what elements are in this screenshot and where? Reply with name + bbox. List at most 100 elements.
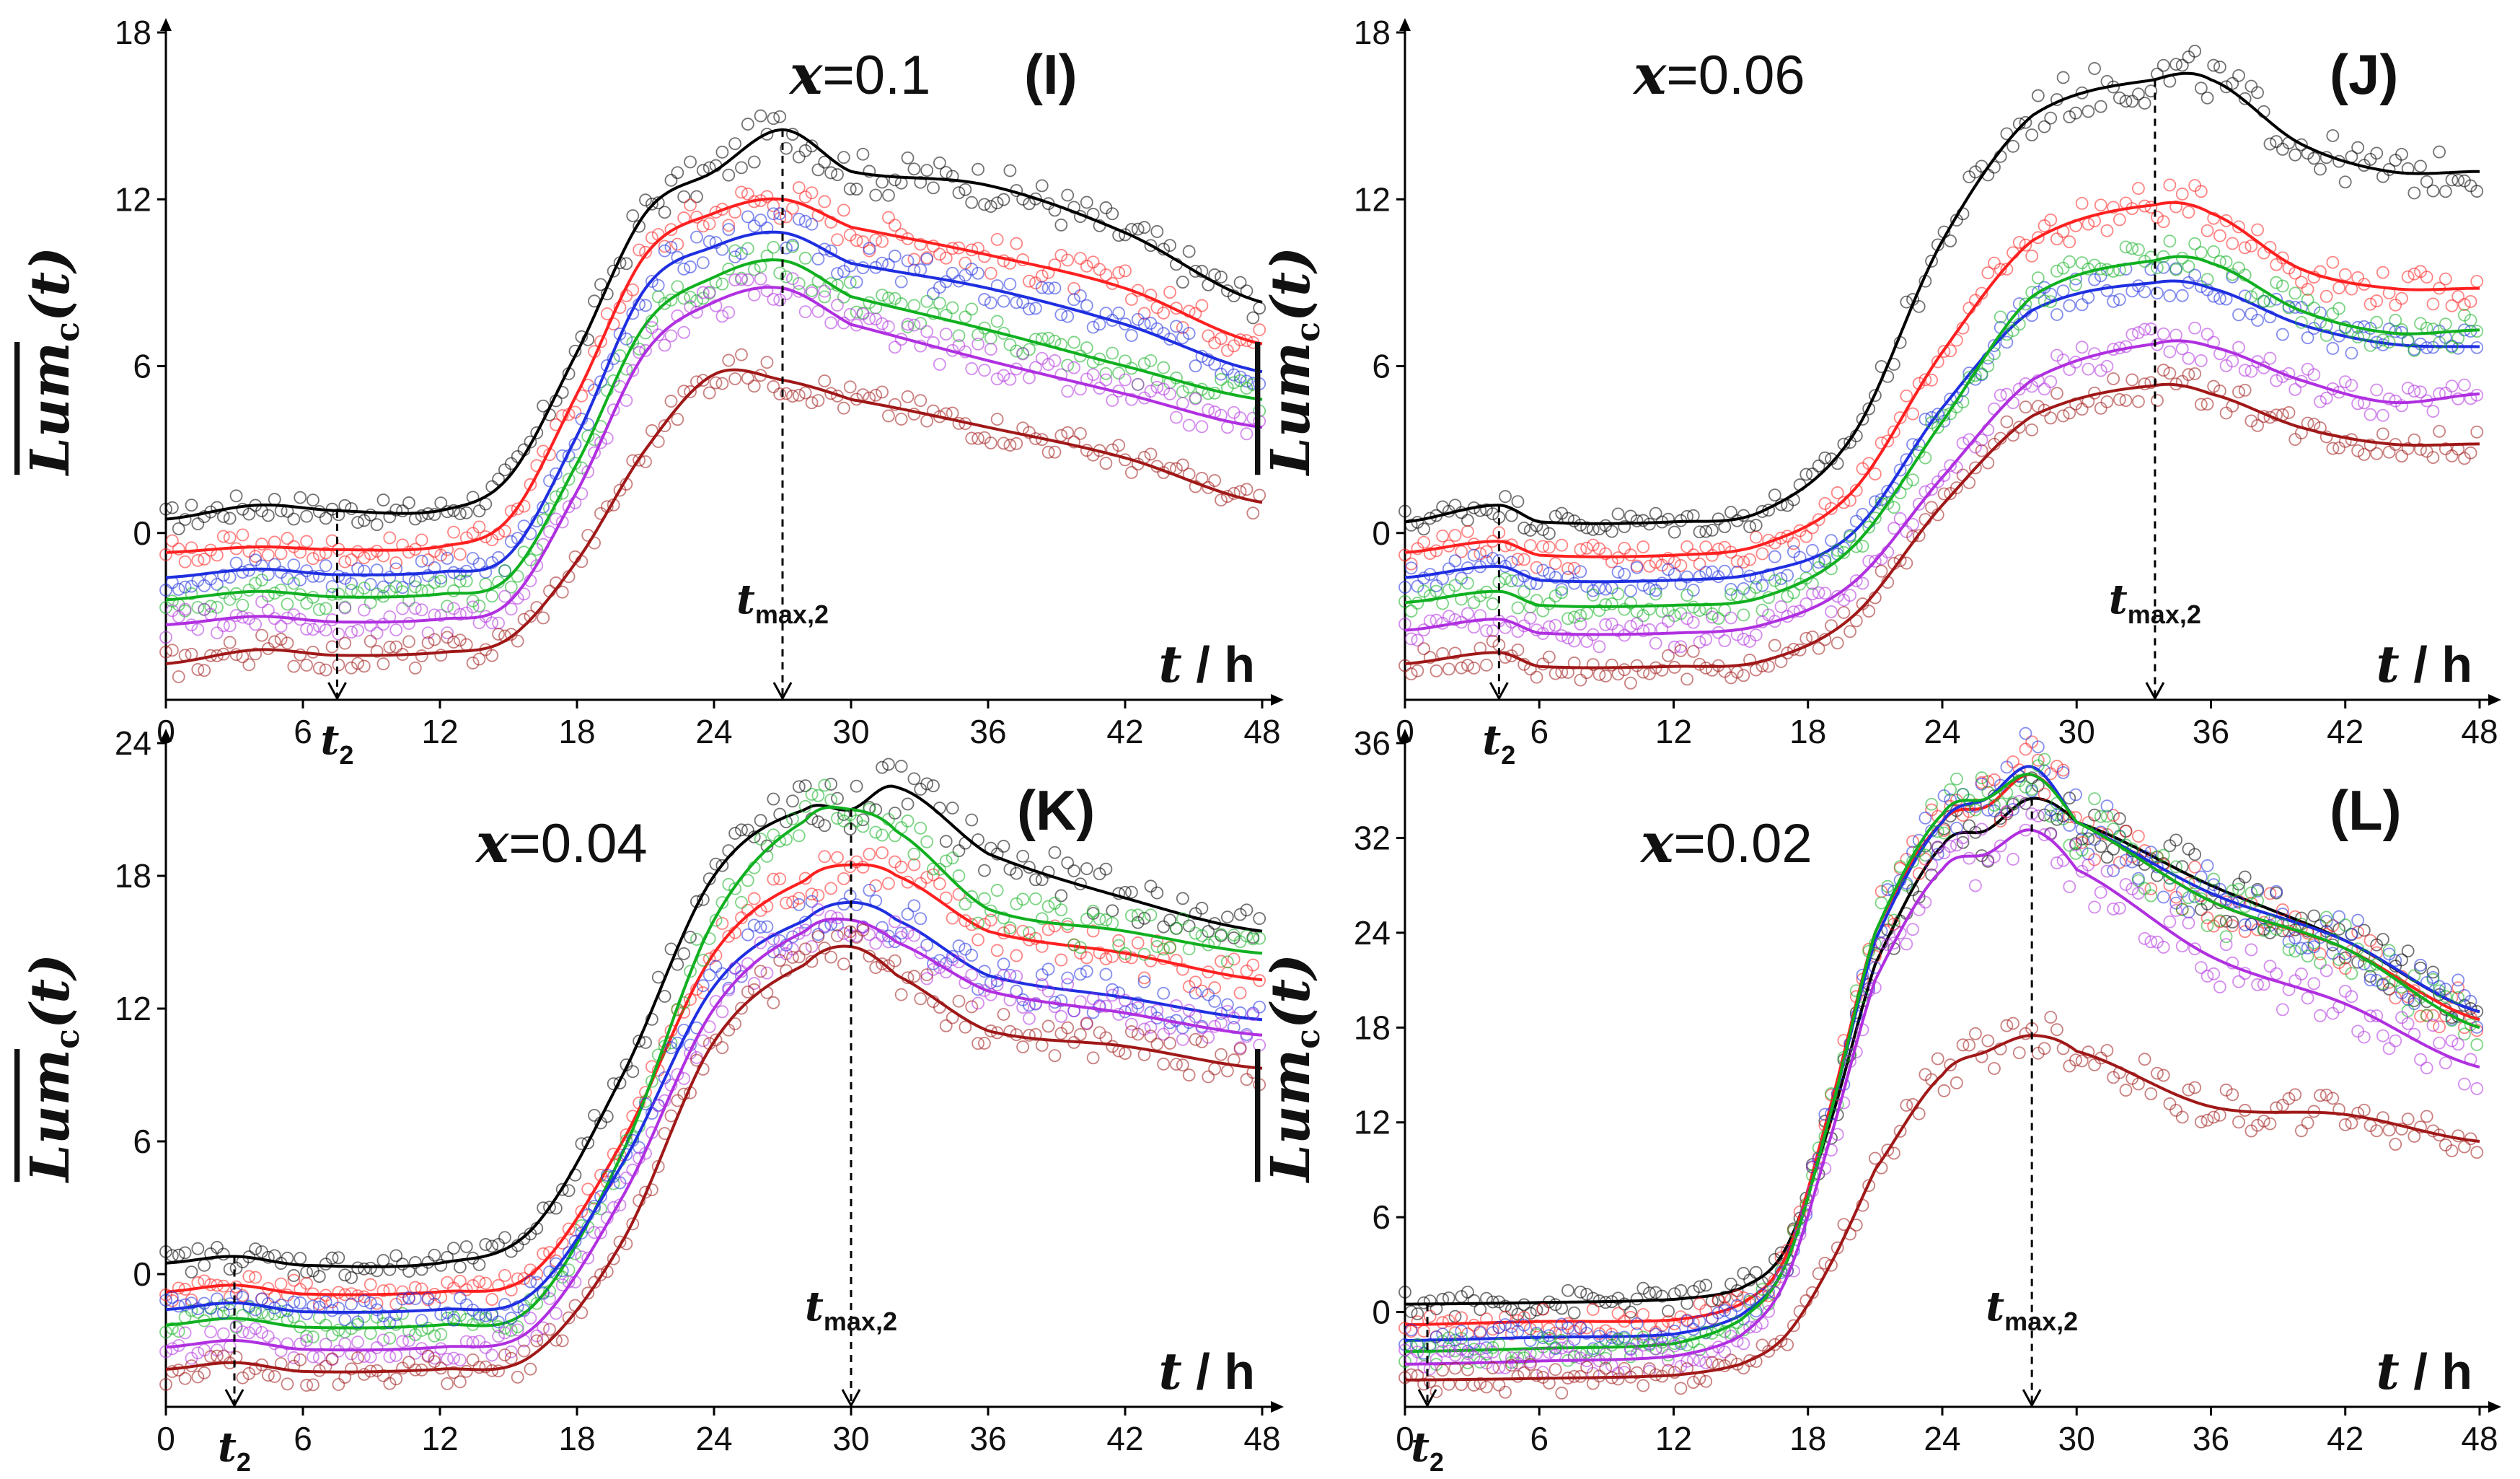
data-point: [434, 496, 448, 510]
data-point: [2226, 884, 2239, 898]
data-point: [1868, 1151, 1882, 1165]
data-point: [421, 1255, 435, 1269]
data-point: [728, 827, 742, 840]
data-point: [997, 436, 1010, 450]
data-point: [1931, 421, 1944, 434]
data-point: [818, 290, 832, 304]
data-point: [530, 1334, 544, 1348]
data-point: [261, 509, 275, 522]
data-point: [338, 1313, 352, 1326]
data-point: [1246, 1008, 1260, 1022]
data-point: [1240, 903, 1254, 917]
data-point: [2144, 376, 2158, 390]
data-point: [2037, 752, 2051, 766]
data-point: [805, 186, 819, 200]
data-point: [1787, 1224, 1800, 1238]
data-point: [1956, 436, 1970, 450]
data-point: [453, 567, 467, 581]
data-point: [1467, 596, 1481, 610]
data-point: [894, 860, 908, 874]
data-point: [2288, 286, 2302, 300]
data-point: [1956, 831, 1970, 845]
data-point: [907, 847, 921, 861]
data-point: [1743, 654, 1756, 667]
data-point: [434, 574, 448, 588]
data-point: [735, 823, 748, 837]
data-point: [863, 802, 876, 816]
data-point: [421, 553, 435, 566]
y-tick-label: 0: [1372, 514, 1391, 552]
data-point: [2345, 967, 2358, 980]
data-point: [1467, 1294, 1481, 1307]
data-point: [294, 491, 307, 504]
data-point: [2151, 261, 2164, 274]
data-point: [402, 1291, 415, 1304]
data-point: [959, 898, 972, 910]
data-point: [1504, 1359, 1518, 1372]
data-point: [255, 537, 268, 551]
data-point: [798, 872, 812, 885]
data-point: [2251, 418, 2264, 432]
data-point: [1543, 1332, 1556, 1345]
data-point: [1567, 514, 1581, 527]
data-point: [1189, 986, 1202, 1000]
data-point: [2238, 870, 2252, 884]
data-point: [633, 243, 646, 257]
series-line: [165, 197, 1263, 554]
data-point: [978, 864, 991, 877]
data-point: [2200, 1113, 2214, 1127]
data-point: [831, 791, 844, 805]
data-point: [1215, 1048, 1228, 1061]
series-darkred: [159, 923, 1266, 1392]
data-point: [2270, 135, 2283, 149]
data-point: [357, 551, 371, 564]
data-point: [702, 286, 716, 299]
data-point: [2044, 767, 2058, 781]
data-point: [1906, 835, 1919, 848]
data-point: [901, 152, 915, 164]
data-point: [952, 869, 966, 882]
data-point: [2232, 385, 2245, 399]
data-point: [722, 930, 736, 943]
data-point: [805, 788, 819, 801]
data-point: [2295, 315, 2308, 329]
data-point: [537, 1247, 550, 1260]
data-point: [715, 917, 729, 930]
data-point: [504, 535, 518, 548]
data-point: [1061, 971, 1075, 985]
data-point: [702, 968, 716, 982]
data-point: [2457, 1140, 2471, 1154]
data-point: [767, 380, 780, 393]
data-point: [261, 548, 275, 562]
data-point: [1124, 1025, 1138, 1038]
data-point: [185, 587, 198, 600]
data-point: [1215, 373, 1228, 386]
data-point: [2194, 354, 2208, 367]
series-green: [159, 240, 1266, 618]
data-point: [376, 1333, 390, 1347]
data-point: [1048, 919, 1062, 933]
x-tick-label: 30: [2058, 1420, 2095, 1457]
series-line: [1404, 279, 2480, 584]
data-point: [1398, 581, 1411, 594]
data-point: [901, 926, 915, 939]
series-line: [1404, 255, 2480, 608]
data-point: [1253, 1038, 1266, 1052]
data-point: [2332, 281, 2345, 294]
data-point: [383, 1263, 397, 1276]
data-point: [818, 195, 832, 209]
data-point: [255, 574, 268, 587]
data-point: [959, 942, 972, 956]
data-point: [2194, 1115, 2208, 1128]
data-point: [555, 1182, 569, 1196]
data-point: [1086, 1051, 1100, 1065]
data-point: [972, 431, 984, 445]
data-point: [2113, 830, 2126, 843]
data-point: [338, 636, 352, 650]
data-point: [2207, 872, 2221, 886]
data-point: [2169, 262, 2182, 276]
data-point: [798, 779, 812, 793]
data-point: [2069, 1053, 2082, 1067]
data-point: [2188, 237, 2202, 250]
data-point: [1137, 947, 1151, 961]
